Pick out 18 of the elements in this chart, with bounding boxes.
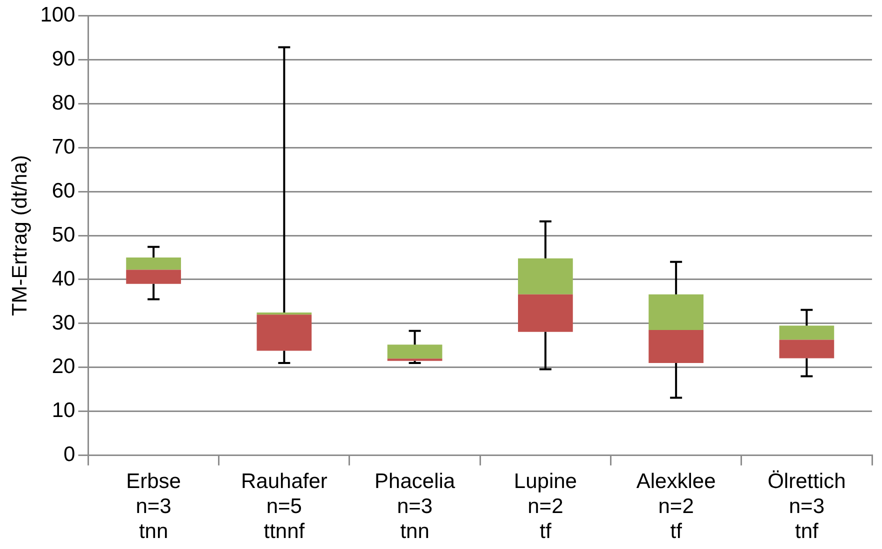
y-tick-label: 60 <box>52 179 76 202</box>
x-tick-label: Erbse n=3 tnn <box>126 470 181 544</box>
y-tick-label: 100 <box>40 3 76 26</box>
y-tick-label: 0 <box>64 443 76 466</box>
y-tick-label: 90 <box>52 47 76 70</box>
y-tick-label: 30 <box>52 311 76 334</box>
y-tick-label: 70 <box>52 135 76 158</box>
y-tick-label: 20 <box>52 355 76 378</box>
y-tick-label: 80 <box>52 91 76 114</box>
x-tick-label: Phacelia n=3 tnn <box>374 470 456 544</box>
y-axis-title: TM-Ertrag (dt/ha) <box>8 154 32 316</box>
x-tick-label: Rauhafer n=5 ttnnf <box>240 470 328 544</box>
x-tick-label: Alexklee n=2 tf <box>636 470 716 544</box>
x-tick-label: Ölrettich n=3 tnf <box>768 470 846 544</box>
x-tick-label: Lupine n=2 tf <box>514 470 577 544</box>
y-tick-label: 50 <box>52 223 76 246</box>
y-tick-label: 10 <box>52 399 76 422</box>
y-tick-label: 40 <box>52 267 76 290</box>
